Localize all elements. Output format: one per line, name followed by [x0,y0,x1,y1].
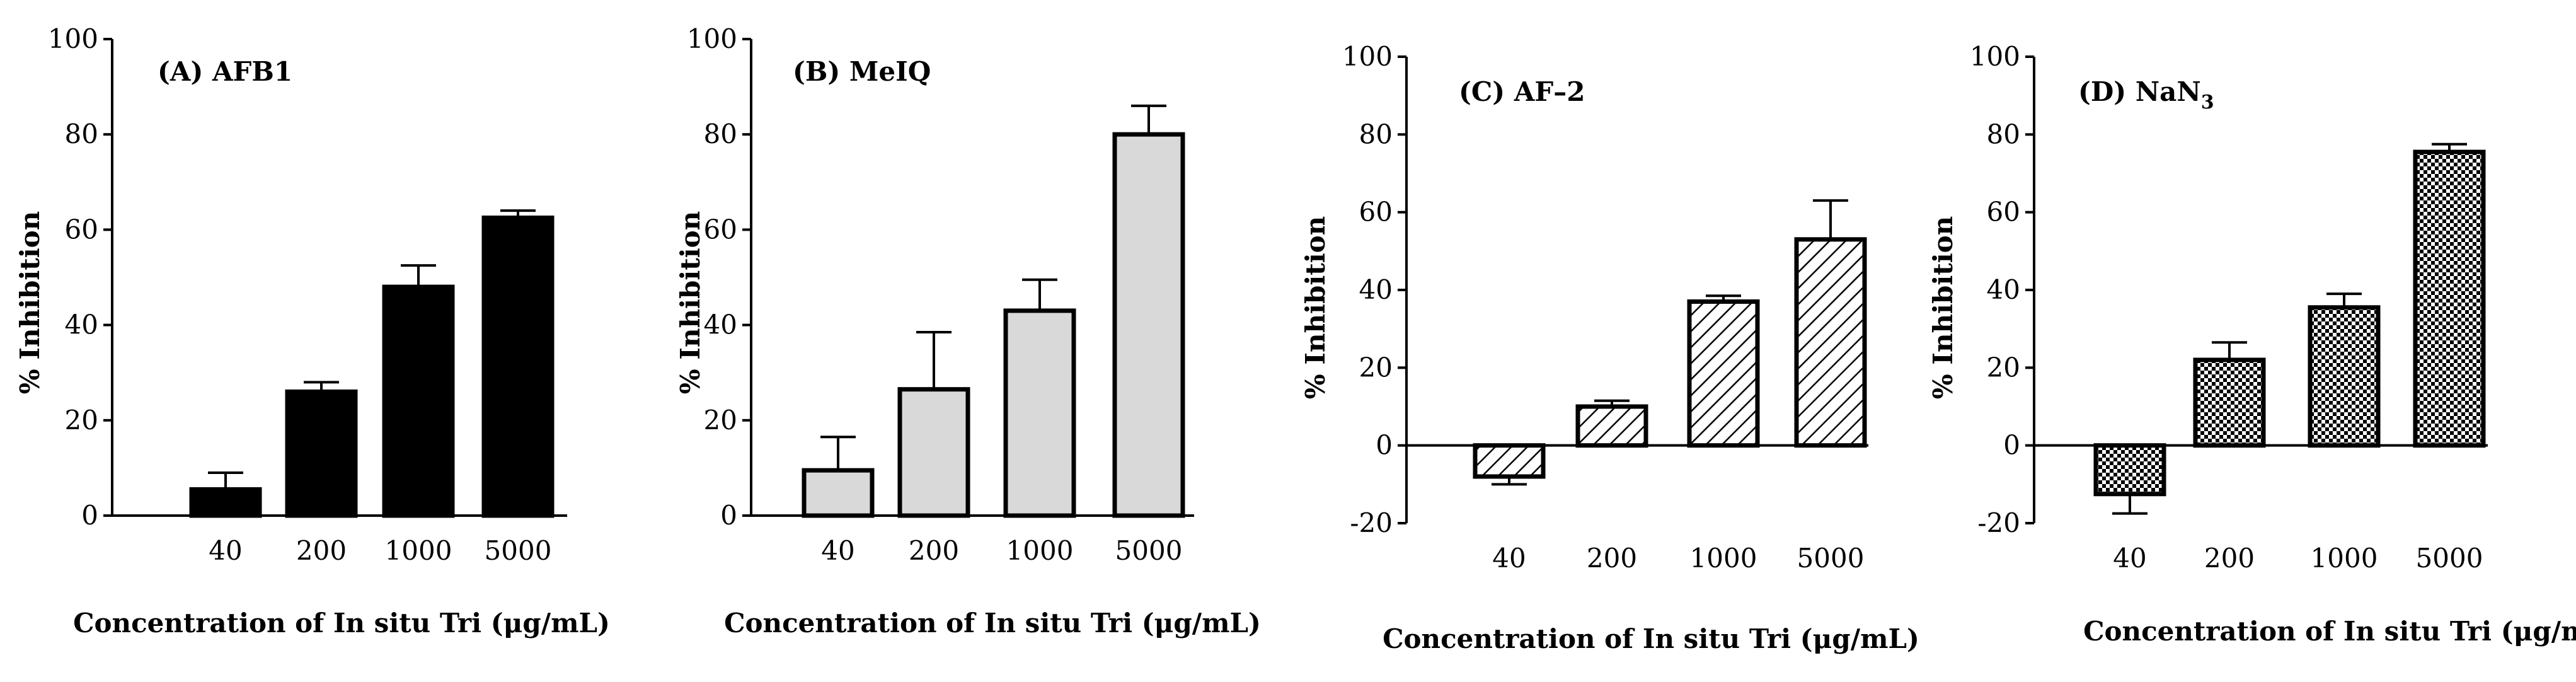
panel-b-category-label: 40 [821,535,854,566]
panel-d-ytick-label: 80 [1987,118,2020,149]
panel-d-ylabel: % Inhibition [1928,216,1958,399]
panel-c-bar [1473,443,1546,479]
panel-b-ytick-label: 80 [704,118,737,149]
panel-d: -20 0 20 40 60 80 100 40 200 1000 5000 (D) NaN3 %… [1928,41,2576,647]
panel-b: 0 20 40 60 80 100 40 200 1000 5000 (B) MeIQ % In… [675,23,1261,639]
panel-b-ytick-label: 60 [704,214,737,245]
panel-a-category-label: 1000 [385,535,452,566]
panel-b-ytick-label: 100 [687,23,737,54]
panel-a-ylabel: % Inhibition [14,211,45,394]
panel-d-title-sub: 3 [2201,91,2214,113]
panel-b-bar [897,387,970,518]
panel-d-ytick-label: 40 [1987,274,2020,305]
panel-a-bar [285,389,358,518]
panel-d-ytick-label: 60 [1987,197,2020,228]
panel-c-bar [1575,404,1648,448]
panel-a-ytick-label: 80 [65,118,98,149]
panel-d-bar [2413,149,2486,448]
panel-d-category-label: 5000 [2416,543,2483,574]
panel-c-ylabel: % Inhibition [1300,216,1331,399]
panel-a-bars: 40 200 1000 5000 [189,209,555,566]
panel-d-bars: 40 200 1000 5000 [2093,142,2486,574]
panel-c-ytick-label: 80 [1359,118,1393,149]
panel-a-category-label: 200 [296,535,347,566]
panel-b-bar [802,468,875,518]
panel-d-category-label: 200 [2204,543,2255,574]
panel-c-category-label: 40 [1492,543,1526,574]
panel-a-title: (A) AFB1 [158,56,292,87]
panel-c-category-label: 5000 [1797,543,1865,574]
panel-d-bar [2193,357,2266,448]
panel-c-bar [1687,299,1760,448]
panel-a-ytick-label: 40 [65,309,98,340]
panel-a-category-label: 40 [209,535,242,566]
panel-d-category-label: 40 [2113,543,2146,574]
panel-c-ytick-label: 40 [1359,274,1393,305]
panel-b-ytick-label: 40 [704,309,737,340]
panel-b-bar [1112,132,1185,518]
panel-b-bar [1003,308,1076,518]
panel-d-ytick-label: 100 [1970,41,2020,72]
panel-b-category-label: 5000 [1115,535,1183,566]
panel-a-ytick-label: 100 [48,23,98,54]
panel-c-category-label: 200 [1587,543,1637,574]
panel-d-xlabel: Concentration of In situ Tri (μg/mL) [2083,616,2576,647]
panel-b-ytick-label: 0 [720,500,737,531]
panel-b-ylabel: % Inhibition [675,211,706,394]
panel-a-axes: 0 20 40 60 80 100 [48,23,567,531]
panel-a-bar [382,284,455,518]
panel-a-bar [189,487,262,518]
panel-c-bars: 40 200 1000 5000 [1473,199,1867,574]
panel-a-category-label: 5000 [485,535,552,566]
panel-c-ytick-label: -20 [1350,507,1393,538]
panel-b-title: (B) MeIQ [793,56,931,87]
panel-a-bar [481,216,555,518]
panel-c-ytick-label: 0 [1376,430,1393,461]
panel-b-axes: 0 20 40 60 80 100 [687,23,1194,531]
panel-a-ytick-label: 0 [81,500,98,531]
panel-b-ytick-label: 20 [704,405,737,436]
panel-b-xlabel: Concentration of In situ Tri (μg/mL) [724,608,1261,639]
panel-b-category-label: 1000 [1006,535,1074,566]
panel-c-ytick-label: 100 [1342,41,1393,72]
panel-b-category-label: 200 [909,535,959,566]
panel-c: -20 0 20 40 60 80 100 40 200 1000 5000 (C) AF–2 %… [1300,41,1919,654]
panel-c-category-label: 1000 [1690,543,1757,574]
panel-a-ytick-label: 20 [65,405,98,436]
panel-a-ytick-label: 60 [65,214,98,245]
panel-d-ytick-label: 20 [1987,352,2020,383]
panel-d-ytick-label: 0 [2003,430,2020,461]
panel-c-axes: -20 0 20 40 60 80 100 [1342,41,1868,538]
panel-c-ytick-label: 60 [1359,197,1393,228]
panel-b-bars: 40 200 1000 5000 [802,104,1185,566]
panel-a: 0 20 40 60 80 100 40 200 1000 5000 (A) AFB1 % In… [14,23,610,639]
panel-d-title: (D) NaN3 [2078,76,2214,113]
panel-c-title: (C) AF–2 [1459,76,1585,107]
panel-d-category-label: 1000 [2311,543,2378,574]
panel-c-ytick-label: 20 [1359,352,1393,383]
panel-d-bar [2093,443,2166,497]
panel-d-title-main: (D) NaN [2078,76,2201,107]
panel-d-axes: -20 0 20 40 60 80 100 [1970,41,2488,538]
panel-c-bar [1794,237,1867,448]
panel-d-bar [2308,305,2381,448]
panel-c-xlabel: Concentration of In situ Tri (μg/mL) [1383,623,1919,654]
panel-a-xlabel: Concentration of In situ Tri (μg/mL) [73,608,610,639]
panel-d-ytick-label: -20 [1977,507,2020,538]
